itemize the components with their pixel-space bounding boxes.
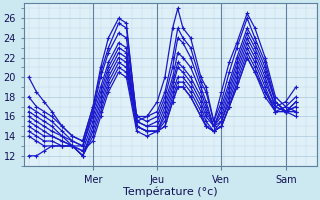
X-axis label: Température (°c): Température (°c): [123, 186, 217, 197]
